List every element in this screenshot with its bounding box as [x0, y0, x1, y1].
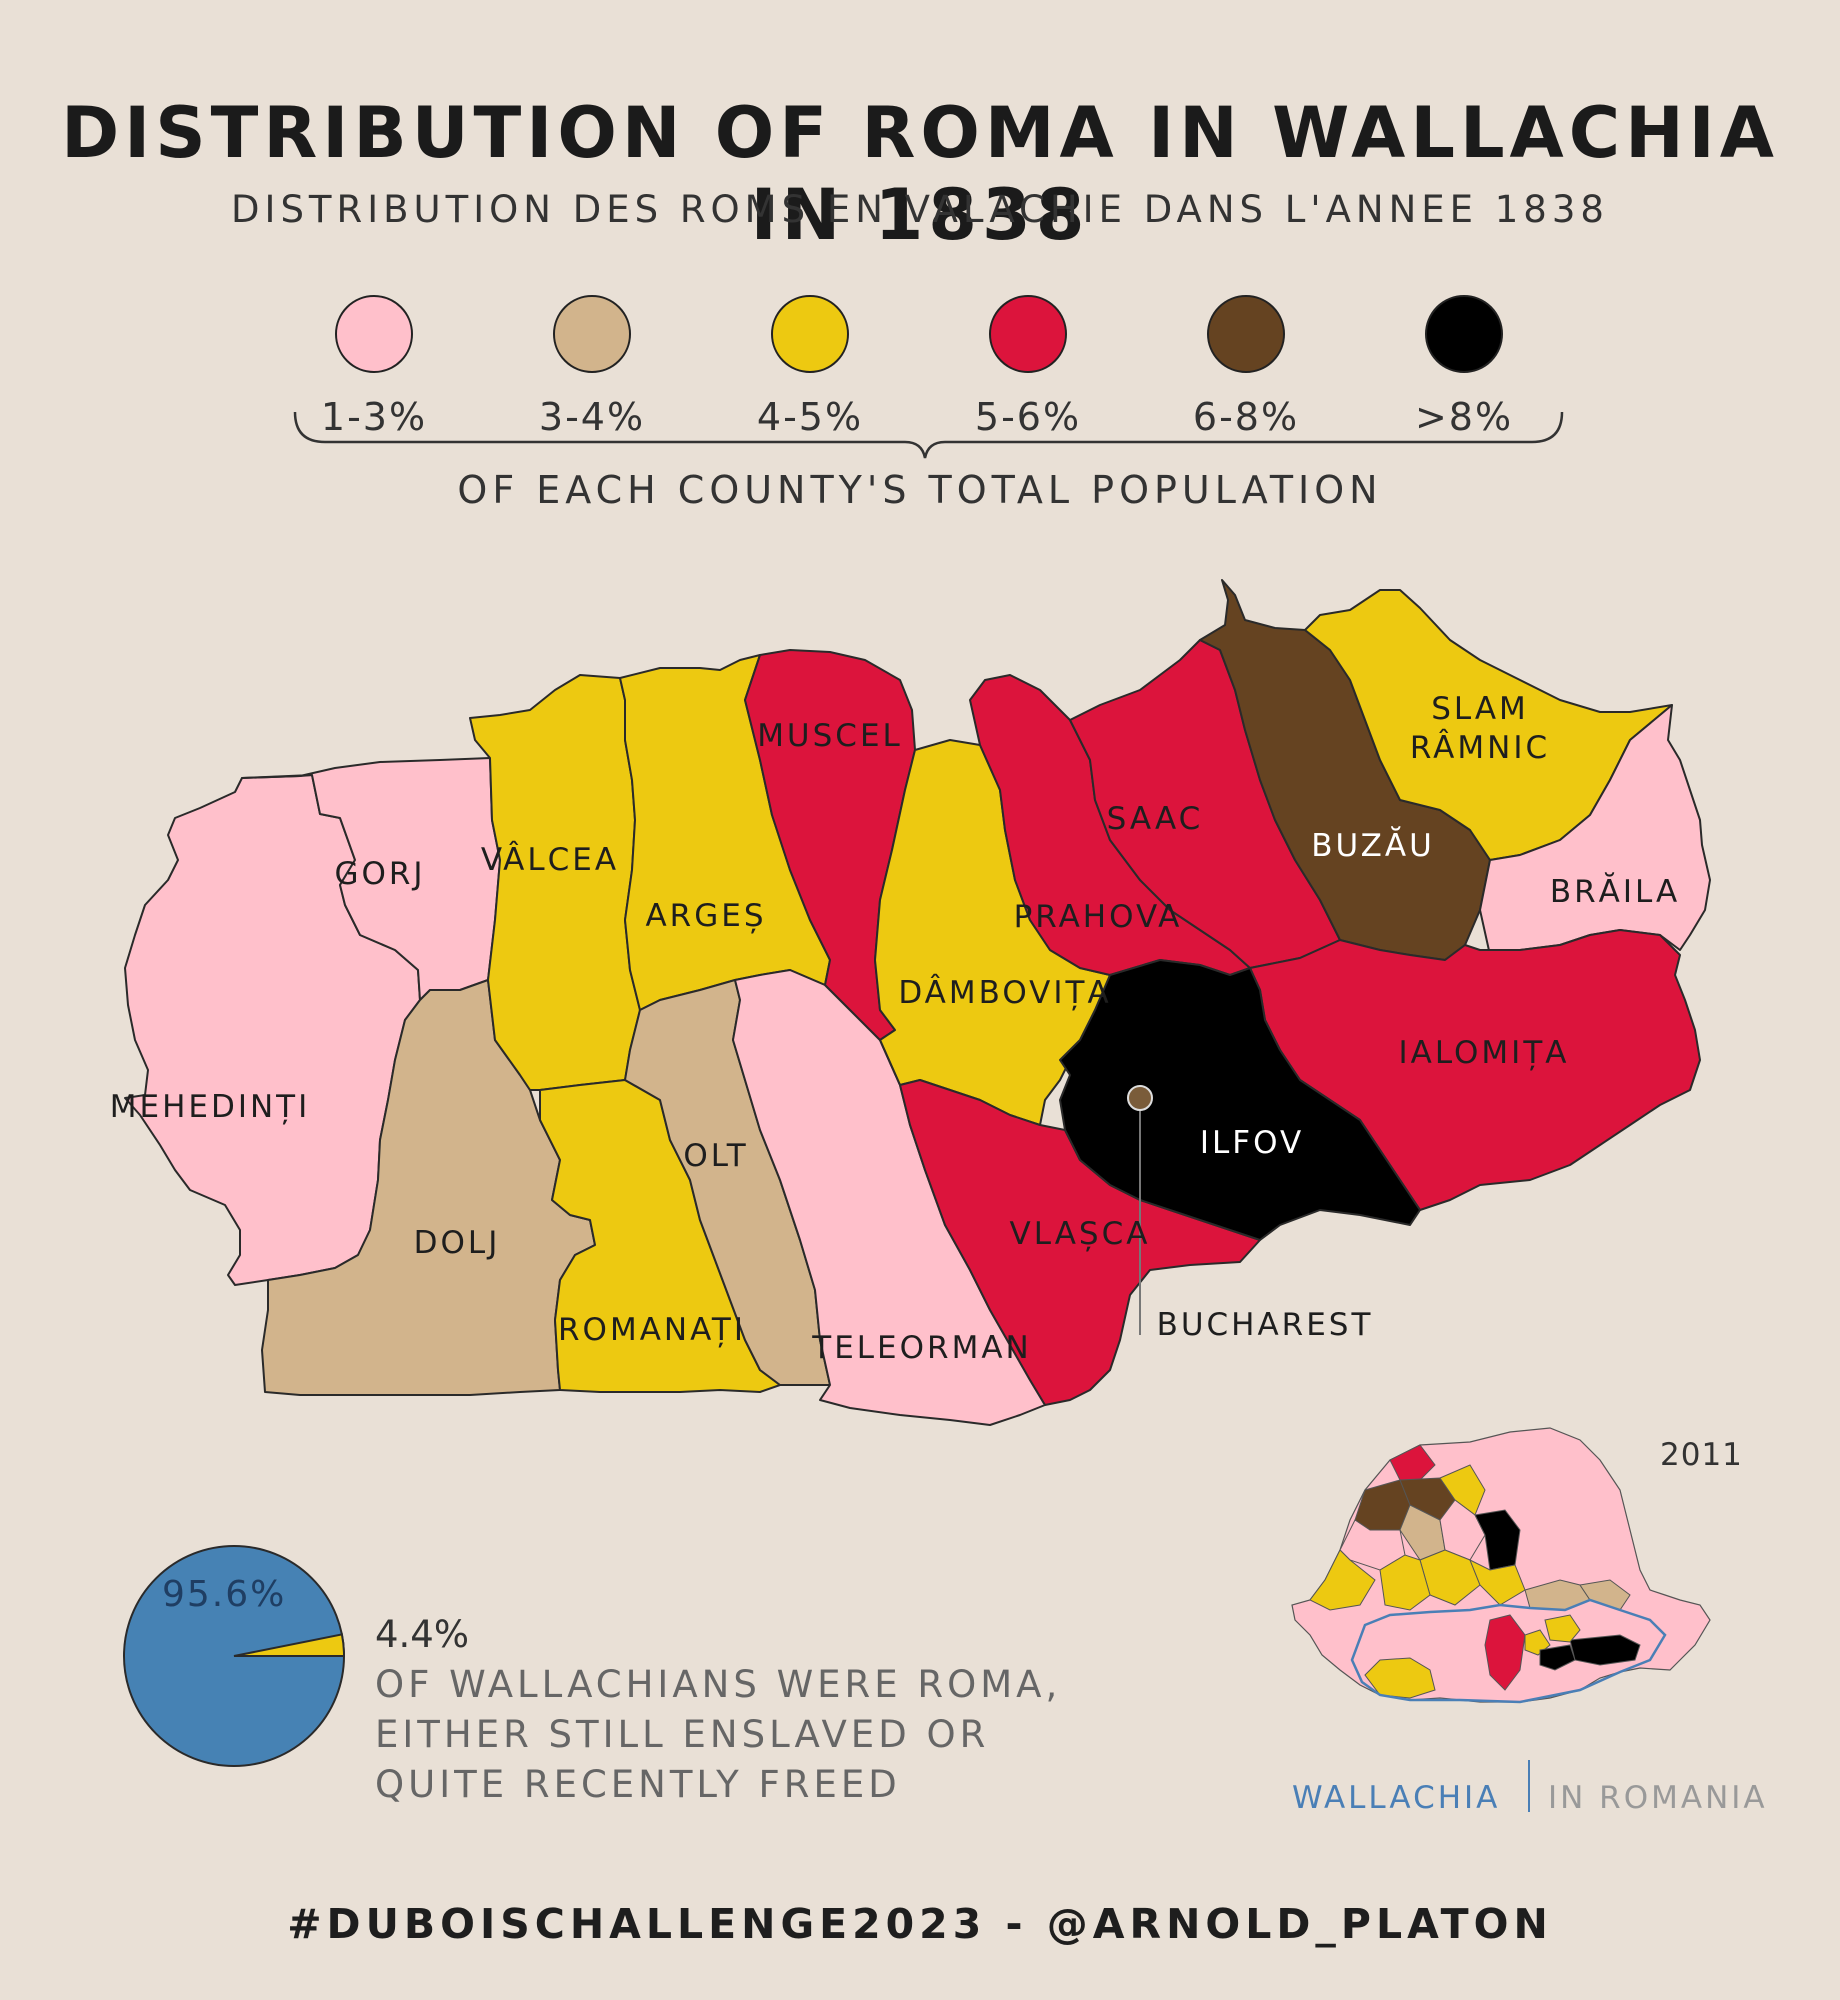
label-arges: ARGEȘ [645, 898, 766, 934]
legend-swatch-4 [989, 295, 1067, 373]
legend-label-2: 3-4% [538, 395, 646, 439]
bucharest-marker-icon[interactable] [1127, 1085, 1153, 1111]
map-subtitle: DISTRIBUTION DES ROMS EN VALACHIE DANS L… [231, 188, 1609, 231]
label-vlasca: VLAȘCA [1010, 1216, 1151, 1252]
label-gorj: GORJ [334, 856, 425, 892]
pie-caption-line-2: EITHER STILL ENSLAVED OR [375, 1713, 990, 1756]
county-vlasca[interactable] [879, 1039, 1261, 1406]
legend-label-6: >8% [1414, 395, 1514, 439]
label-olt: OLT [683, 1138, 748, 1174]
pie-big-label: 95.6% [162, 1574, 287, 1615]
legend-note: OF EACH COUNTY'S TOTAL POPULATION [457, 468, 1383, 512]
pie-slice-roma[interactable] [233, 1633, 346, 1657]
label-valcea: VÂLCEA [481, 842, 619, 878]
inset-romania-label: IN ROMANIA [1548, 1780, 1768, 1816]
legend-item-6: >8% [1364, 295, 1564, 439]
legend-item-5: 6-8% [1146, 295, 1346, 439]
label-mehedinti: MEHEDINȚI [110, 1089, 311, 1125]
label-dambovita: DÂMBOVIȚA [898, 975, 1111, 1011]
label-ilfov: ILFOV [1200, 1125, 1304, 1161]
map-title: DISTRIBUTION OF ROMA IN WALLACHIA IN 183… [61, 92, 1779, 256]
label-saac: SAAC [1107, 801, 1204, 837]
pie-small-label: 4.4% [375, 1613, 469, 1656]
label-ialomita: IALOMIȚA [1399, 1035, 1570, 1071]
inset-year: 2011 [1660, 1437, 1743, 1473]
label-braila: BRĂILA [1550, 873, 1680, 910]
legend-label-5: 6-8% [1192, 395, 1300, 439]
legend-swatch-1 [335, 295, 413, 373]
legend-swatch-6 [1425, 295, 1503, 373]
legend-item-4: 5-6% [928, 295, 1128, 439]
label-prahova: PRAHOVA [1014, 899, 1183, 935]
legend-label-1: 1-3% [320, 395, 428, 439]
pie-caption-line-1: OF WALLACHIANS WERE ROMA, [375, 1663, 1062, 1706]
label-dolj: DOLJ [414, 1225, 501, 1261]
label-slam-ramnic-2: RÂMNIC [1410, 730, 1550, 766]
inset-divider [1528, 1760, 1530, 1812]
footer-credit: #DUBOISCHALLENGE2023 - @ARNOLD_PLATON [287, 1900, 1553, 1948]
legend-swatch-2 [553, 295, 631, 373]
roma-share-pie [123, 1545, 346, 1767]
legend-label-4: 5-6% [974, 395, 1082, 439]
legend-label-3: 4-5% [756, 395, 864, 439]
inset-wallachia-label: WALLACHIA [1292, 1780, 1501, 1816]
label-teleorman: TELEORMAN [811, 1330, 1031, 1366]
inset-map-romania [1291, 1427, 1711, 1704]
inset-wallachia-outline [1350, 1598, 1667, 1704]
label-romanati: ROMANAȚI [558, 1312, 746, 1348]
pie-caption: OF WALLACHIANS WERE ROMA, EITHER STILL E… [375, 1660, 1135, 1810]
legend-swatch-5 [1207, 295, 1285, 373]
legend-brace [293, 411, 1564, 459]
label-buzau: BUZĂU [1311, 827, 1435, 864]
label-muscel: MUSCEL [757, 718, 903, 754]
legend-item-3: 4-5% [710, 295, 910, 439]
legend-item-2: 3-4% [492, 295, 692, 439]
wallachia-map: MEHEDINȚI GORJ DOLJ VÂLCEA ROMANAȚI ARGE… [110, 579, 1711, 1426]
county-ilfov[interactable] [1059, 959, 1421, 1241]
label-bucharest: BUCHAREST [1157, 1307, 1374, 1343]
legend-item-1: 1-3% [274, 295, 474, 439]
legend-swatch-3 [771, 295, 849, 373]
pie-caption-line-3: QUITE RECENTLY FREED [375, 1763, 901, 1806]
label-slam-ramnic-1: SLAM [1431, 691, 1529, 727]
